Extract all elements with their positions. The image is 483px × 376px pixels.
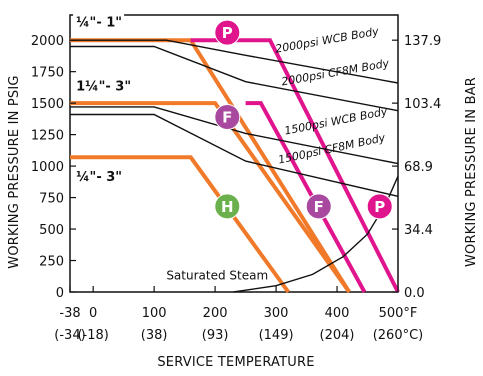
marker-h-letter: H [221,198,234,216]
left-tick-label: 750 [39,192,64,207]
left-tick-label: 0 [56,286,64,301]
marker-f-letter: F [314,198,324,216]
left-tick-label: 1250 [31,129,64,144]
left-tick-label: 500 [39,223,64,238]
range-label-background [73,76,133,95]
x-tick-label: -38 [59,306,80,321]
orange-rating-line [70,101,351,294]
x-tick-label: 100 [142,306,167,321]
left-tick-label: 2000 [31,34,64,49]
marker-p-letter: P [222,24,233,42]
x-tick-label: 0 [89,306,97,321]
right-tick-label: 137.9 [404,34,441,49]
x-tick-label: 200 [203,306,228,321]
right-tick-label: 34.4 [404,223,433,238]
x-tick-label: 400 [325,306,350,321]
marker-f-letter: F [222,108,232,126]
range-label-background [73,12,125,31]
range-annotation: ¼"- 1" [76,15,122,30]
left-tick-label: 1000 [31,160,64,175]
x-tick-sublabel: (149) [259,328,294,343]
marker-f-circle [305,193,332,220]
x-axis-title: SERVICE TEMPERATURE [157,355,314,370]
body-rating-line [70,106,399,165]
orange-rating-line [70,155,290,294]
left-tick-label: 1750 [31,66,64,81]
right-tick-label: 68.9 [404,160,433,175]
marker-p-circle [214,19,241,46]
body-rating-line [70,39,399,84]
marker-p-circle [366,193,393,220]
range-annotation: 1¼"- 3" [76,80,131,95]
marker-h-circle [214,193,241,220]
x-tick-label: 500°F [379,306,418,321]
body-annotation: 2000psi CF8M Body [280,57,390,89]
tick-label-group: 0250500750100012501500175020000.034.468.… [31,34,441,343]
x-tick-sublabel: (-34) [54,328,85,343]
left-axis-title: WORKING PRESSURE IN PSIG [7,75,22,268]
right-tick-label: 103.4 [404,97,441,112]
body-rating-line [70,113,399,197]
x-tick-sublabel: (204) [320,328,355,343]
body-annotation: 2000psi WCB Body [274,25,380,56]
range-label-background [73,167,125,186]
x-tick-sublabel: (-18) [77,328,108,343]
x-tick-sublabel: (93) [202,328,229,343]
magenta-rating-line [245,101,367,293]
range-annotation: ¼"- 3" [76,170,122,185]
body-rating-line [70,45,399,112]
steam-annotation: Saturated Steam [166,268,268,282]
left-tick-label: 250 [39,255,64,270]
marker-f-circle [214,103,241,130]
x-tick-sublabel: (260°C) [373,328,424,343]
x-tick-label: 300 [264,306,289,321]
x-tick-sublabel: (38) [141,328,168,343]
marker-group: P F H F P [214,19,393,220]
left-tick-label: 1500 [31,97,64,112]
right-axis-title: WORKING PRESSURE IN BAR [464,77,479,267]
marker-p-letter: P [374,198,385,216]
right-tick-label: 0.0 [404,286,425,301]
